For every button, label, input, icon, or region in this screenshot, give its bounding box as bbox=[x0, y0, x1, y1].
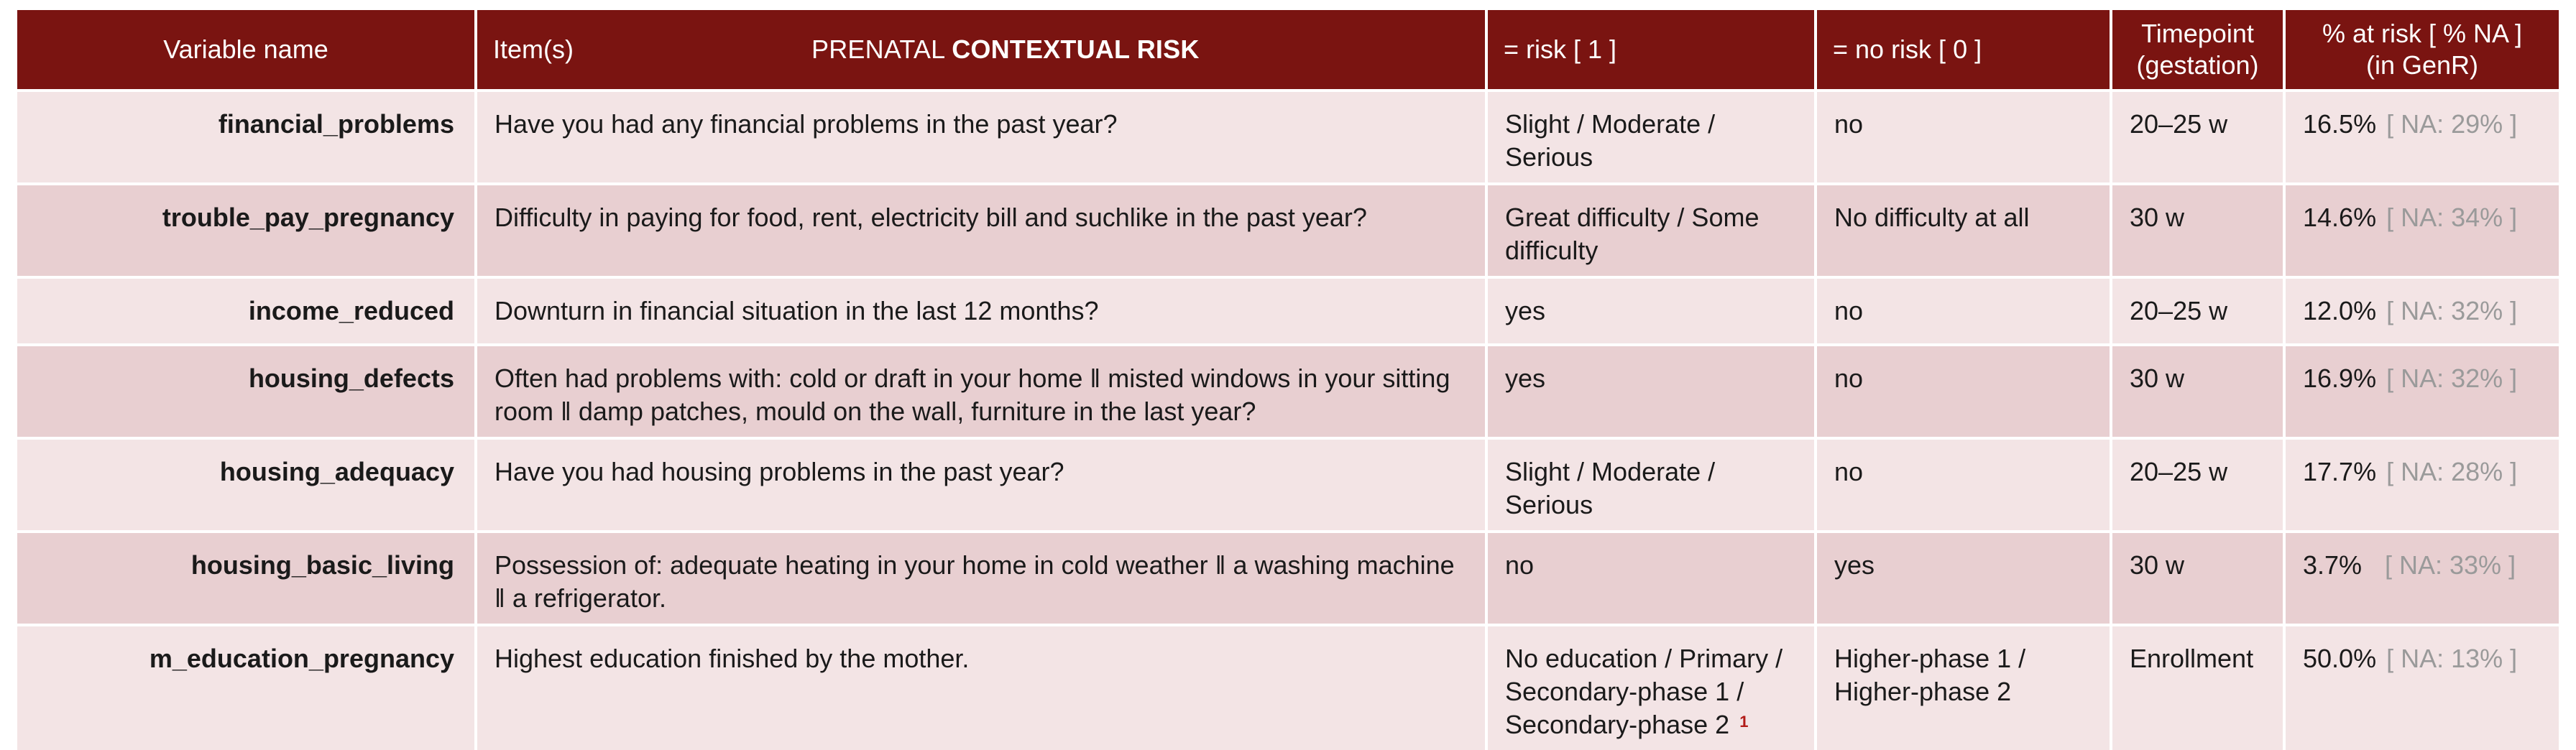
pct-value: 3.7% bbox=[2303, 550, 2363, 580]
timepoint-cell: 30 w bbox=[2112, 343, 2286, 437]
table-header: Variable name Item(s) PRENATAL CONTEXTUA… bbox=[17, 10, 2559, 89]
no-risk-cell: no bbox=[1817, 89, 2112, 182]
pct-value: 16.5% bbox=[2303, 109, 2377, 139]
item-cell: Have you had housing problems in the pas… bbox=[477, 437, 1488, 530]
at-risk-cell: 14.6% [ NA: 34% ] bbox=[2286, 182, 2559, 276]
no-risk-cell: Higher-phase 1 / Higher-phase 2 bbox=[1817, 624, 2112, 750]
no-risk-cell: no bbox=[1817, 343, 2112, 437]
header-risk: = risk [ 1 ] bbox=[1488, 10, 1817, 89]
risk-cell: Slight / Moderate / Serious bbox=[1488, 437, 1817, 530]
na-value: [ NA: 34% ] bbox=[2386, 203, 2518, 232]
no-risk-cell: no bbox=[1817, 437, 2112, 530]
item-cell: Downturn in financial situation in the l… bbox=[477, 276, 1488, 343]
variable-name-cell: financial_problems bbox=[17, 89, 477, 182]
table-row: financial_problems Have you had any fina… bbox=[17, 89, 2559, 182]
table-body: financial_problems Have you had any fina… bbox=[17, 89, 2559, 750]
table-row: housing_adequacy Have you had housing pr… bbox=[17, 437, 2559, 530]
risk-cell: yes bbox=[1488, 343, 1817, 437]
title-bold: CONTEXTUAL RISK bbox=[952, 34, 1200, 64]
risk-table: Variable name Item(s) PRENATAL CONTEXTUA… bbox=[17, 10, 2559, 750]
variable-name-cell: housing_adequacy bbox=[17, 437, 477, 530]
table-title: PRENATAL CONTEXTUAL RISK bbox=[811, 34, 1200, 65]
table-row: housing_defects Often had problems with:… bbox=[17, 343, 2559, 437]
table-row: housing_basic_living Possession of: adeq… bbox=[17, 530, 2559, 624]
contextual-risk-table: Variable name Item(s) PRENATAL CONTEXTUA… bbox=[17, 10, 2559, 750]
table-row: m_education_pregnancy Highest education … bbox=[17, 624, 2559, 750]
at-risk-cell: 50.0% [ NA: 13% ] bbox=[2286, 624, 2559, 750]
risk-cell: yes bbox=[1488, 276, 1817, 343]
at-risk-cell: 17.7% [ NA: 28% ] bbox=[2286, 437, 2559, 530]
na-value: [ NA: 28% ] bbox=[2386, 457, 2518, 486]
item-cell: Difficulty in paying for food, rent, ele… bbox=[477, 182, 1488, 276]
timepoint-cell: Enrollment bbox=[2112, 624, 2286, 750]
risk-cell: No education / Primary / Secondary-phase… bbox=[1488, 624, 1817, 750]
header-timepoint: Timepoint (gestation) bbox=[2112, 10, 2286, 89]
item-cell: Possession of: adequate heating in your … bbox=[477, 530, 1488, 624]
header-items: Item(s) PRENATAL CONTEXTUAL RISK bbox=[477, 10, 1488, 89]
risk-cell: Great difficulty / Some difficulty bbox=[1488, 182, 1817, 276]
at-risk-cell: 16.9% [ NA: 32% ] bbox=[2286, 343, 2559, 437]
table-row: trouble_pay_pregnancy Difficulty in payi… bbox=[17, 182, 2559, 276]
variable-name-cell: m_education_pregnancy bbox=[17, 624, 477, 750]
variable-name-cell: income_reduced bbox=[17, 276, 477, 343]
risk-cell: Slight / Moderate / Serious bbox=[1488, 89, 1817, 182]
no-risk-cell: no bbox=[1817, 276, 2112, 343]
item-cell: Highest education finished by the mother… bbox=[477, 624, 1488, 750]
header-variable-name: Variable name bbox=[17, 10, 477, 89]
na-value: [ NA: 33% ] bbox=[2385, 550, 2516, 580]
pct-value: 12.0% bbox=[2303, 296, 2377, 325]
timepoint-cell: 20–25 w bbox=[2112, 276, 2286, 343]
at-risk-cell: 16.5% [ NA: 29% ] bbox=[2286, 89, 2559, 182]
item-cell: Have you had any financial problems in t… bbox=[477, 89, 1488, 182]
variable-name-cell: housing_basic_living bbox=[17, 530, 477, 624]
variable-name-cell: housing_defects bbox=[17, 343, 477, 437]
na-value: [ NA: 32% ] bbox=[2386, 364, 2518, 393]
na-value: [ NA: 32% ] bbox=[2386, 296, 2518, 325]
variable-name-cell: trouble_pay_pregnancy bbox=[17, 182, 477, 276]
timepoint-cell: 20–25 w bbox=[2112, 89, 2286, 182]
pct-value: 16.9% bbox=[2303, 364, 2377, 393]
table-row: income_reduced Downturn in financial sit… bbox=[17, 276, 2559, 343]
pct-value: 17.7% bbox=[2303, 457, 2377, 486]
pct-value: 50.0% bbox=[2303, 644, 2377, 673]
na-value: [ NA: 29% ] bbox=[2386, 109, 2518, 139]
pct-value: 14.6% bbox=[2303, 203, 2377, 232]
header-no-risk: = no risk [ 0 ] bbox=[1817, 10, 2112, 89]
na-value: [ NA: 13% ] bbox=[2386, 644, 2518, 673]
header-at-risk: % at risk [ % NA ] (in GenR) bbox=[2286, 10, 2559, 89]
at-risk-cell: 3.7% [ NA: 33% ] bbox=[2286, 530, 2559, 624]
timepoint-cell: 30 w bbox=[2112, 530, 2286, 624]
at-risk-cell: 12.0% [ NA: 32% ] bbox=[2286, 276, 2559, 343]
header-items-label: Item(s) bbox=[493, 34, 574, 64]
item-cell: Often had problems with: cold or draft i… bbox=[477, 343, 1488, 437]
no-risk-cell: yes bbox=[1817, 530, 2112, 624]
footnote-marker: 1 bbox=[1739, 713, 1749, 731]
risk-cell: no bbox=[1488, 530, 1817, 624]
timepoint-cell: 20–25 w bbox=[2112, 437, 2286, 530]
no-risk-cell: No difficulty at all bbox=[1817, 182, 2112, 276]
title-prefix: PRENATAL bbox=[811, 34, 944, 64]
timepoint-cell: 30 w bbox=[2112, 182, 2286, 276]
